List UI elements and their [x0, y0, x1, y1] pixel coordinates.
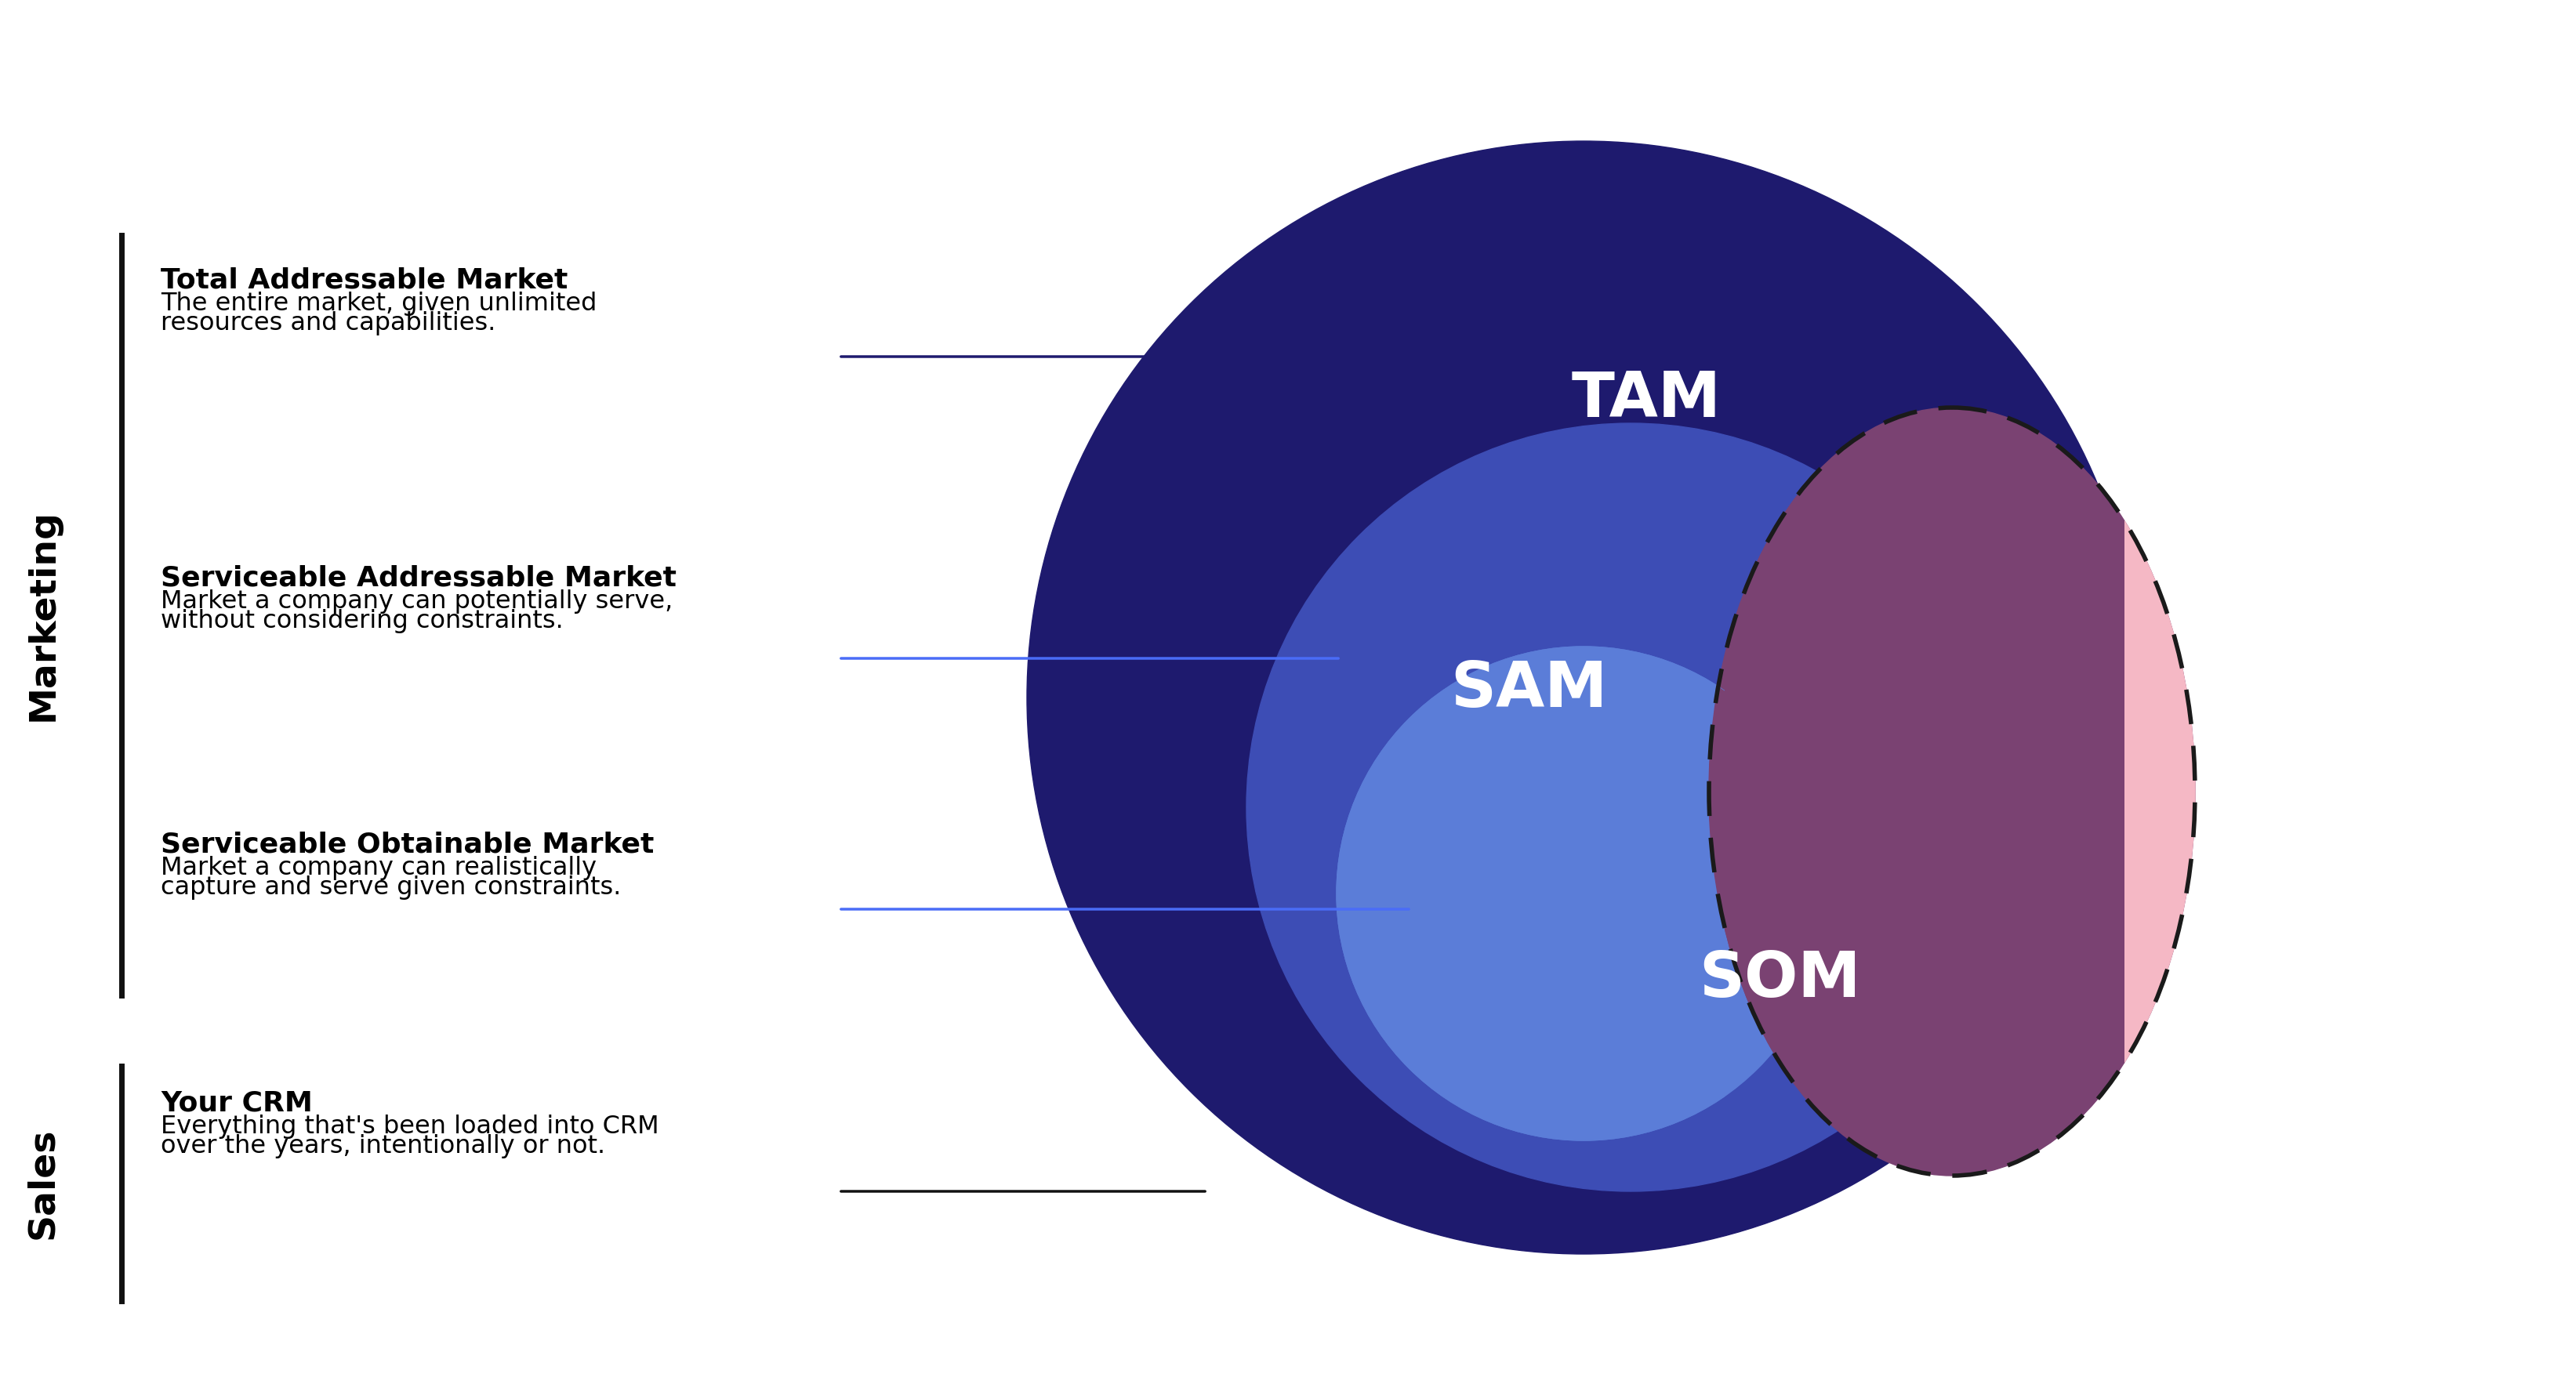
Ellipse shape — [1708, 407, 2195, 1175]
Text: Serviceable Obtainable Market: Serviceable Obtainable Market — [160, 831, 654, 858]
Text: SAM: SAM — [1450, 659, 1607, 721]
Ellipse shape — [1708, 407, 2195, 1175]
Text: SOM: SOM — [1698, 949, 1860, 1011]
Text: Everything that's been loaded into CRM: Everything that's been loaded into CRM — [160, 1114, 659, 1139]
Bar — [0, 0, 1726, 1381]
Text: Market a company can potentially serve,: Market a company can potentially serve, — [160, 590, 672, 613]
Circle shape — [1028, 141, 2141, 1254]
Text: over the years, intentionally or not.: over the years, intentionally or not. — [160, 1134, 605, 1159]
Text: Serviceable Addressable Market: Serviceable Addressable Market — [160, 565, 677, 591]
Text: Sales: Sales — [26, 1128, 62, 1239]
Text: Your CRM: Your CRM — [160, 1090, 312, 1116]
Text: TAM: TAM — [1571, 369, 1721, 431]
Text: resources and capabilities.: resources and capabilities. — [160, 311, 495, 336]
Circle shape — [1247, 423, 2014, 1192]
Text: Market a company can realistically: Market a company can realistically — [160, 856, 598, 880]
Text: Total Addressable Market: Total Addressable Market — [160, 267, 567, 293]
Circle shape — [1337, 646, 1832, 1141]
Ellipse shape — [1708, 407, 2195, 1175]
Circle shape — [1337, 646, 1832, 1141]
Text: without considering constraints.: without considering constraints. — [160, 609, 564, 634]
Text: The entire market, given unlimited: The entire market, given unlimited — [160, 291, 598, 316]
Text: Marketing: Marketing — [26, 510, 62, 721]
Bar — [2125, 392, 2576, 1192]
Text: capture and serve given constraints.: capture and serve given constraints. — [160, 876, 621, 900]
